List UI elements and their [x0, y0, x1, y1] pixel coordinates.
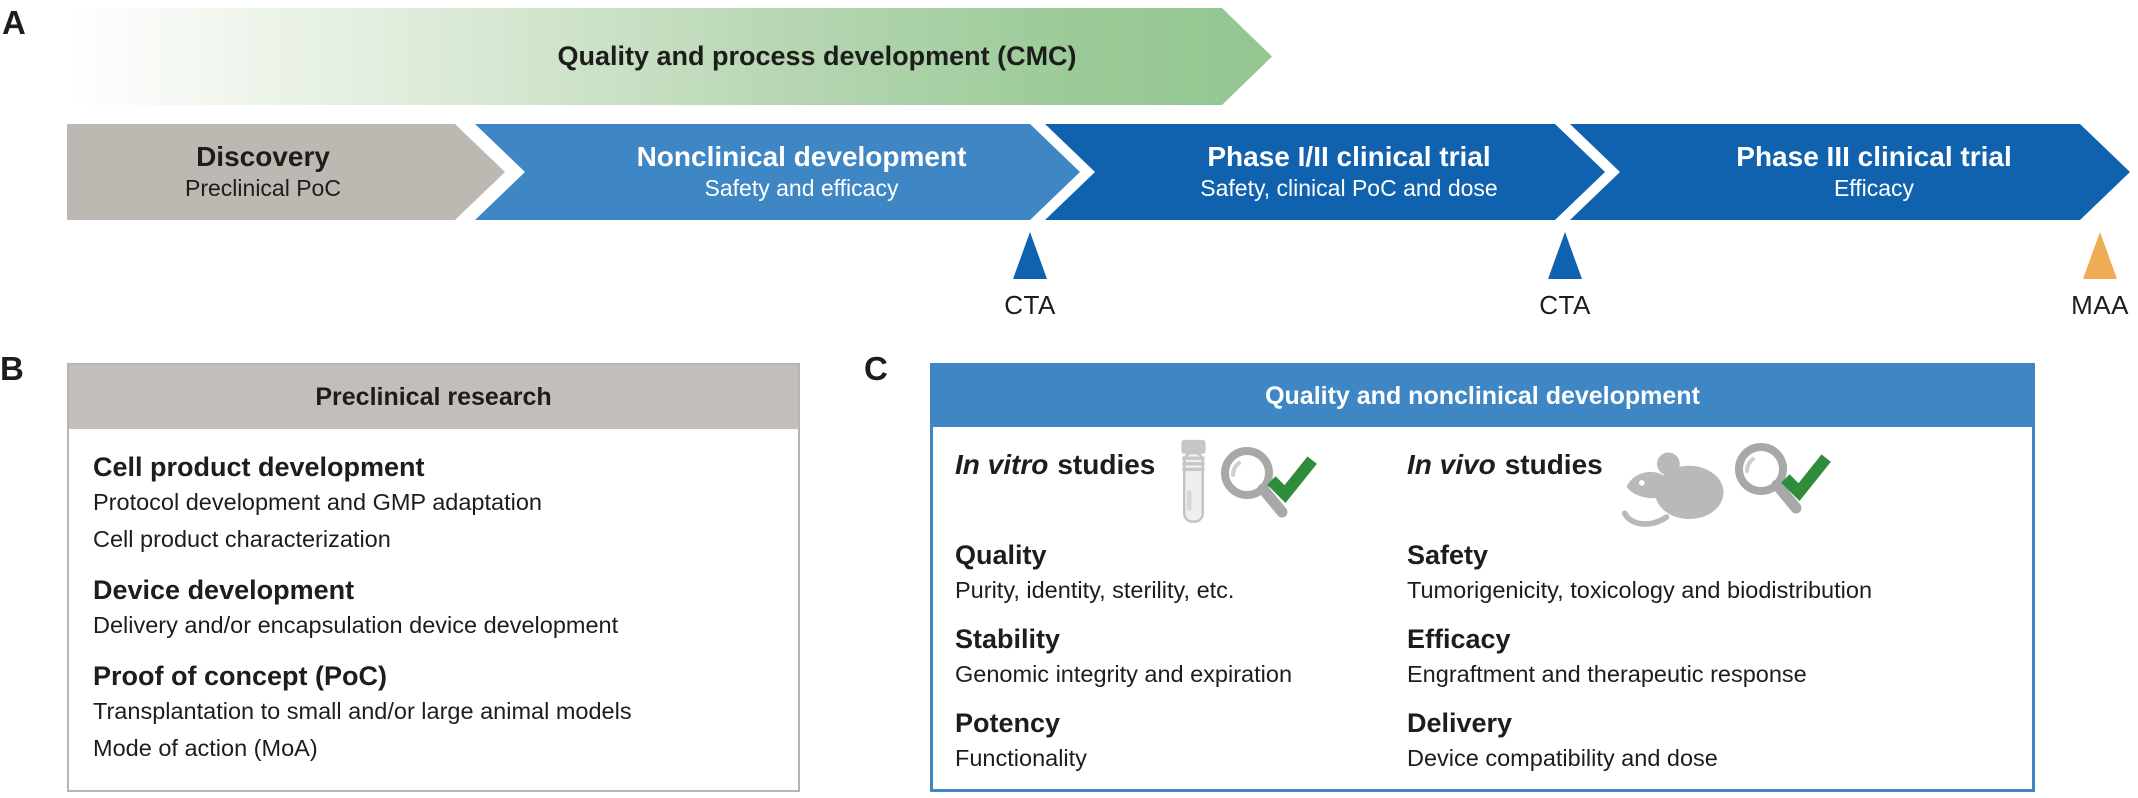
study-desc: Tumorigenicity, toxicology and biodistri… [1407, 577, 1873, 603]
section-term: Cell product development [93, 452, 425, 482]
study-term: Safety [1407, 540, 1489, 570]
milestone-triangle-icon [1547, 232, 1582, 279]
stage-title: Nonclinical development [636, 141, 967, 173]
in-vitro-heading: In vitro studies [955, 439, 1407, 525]
quality-nonclinical-development-header: Quality and nonclinical development [933, 366, 2032, 427]
in-vivo-icons [1621, 443, 1831, 527]
in-vivo-heading-rest: studies [1504, 449, 1603, 480]
cmc-banner-label: Quality and process development (CMC) [557, 41, 1077, 71]
section-line: Transplantation to small and/or large an… [93, 698, 632, 724]
quality-nonclinical-development-body: In vitro studies [933, 427, 2032, 777]
stage-subtitle: Efficacy [1833, 174, 1915, 201]
study-term: Quality [955, 540, 1047, 570]
study-desc: Engraftment and therapeutic response [1407, 661, 1807, 687]
panel-a-label: A [2, 4, 26, 41]
in-vivo-heading-italic: In vivo [1407, 449, 1496, 480]
stage-subtitle: Safety and efficacy [704, 174, 899, 201]
section-line: Protocol development and GMP adaptation [93, 489, 542, 515]
milestone-triangle-icon [2083, 232, 2117, 279]
panel-c-label: C [864, 350, 888, 387]
cmc-banner-arrow: Quality and process development (CMC) [67, 8, 1272, 105]
milestone-maa: MAA [2071, 232, 2129, 321]
study-term: Delivery [1407, 708, 1513, 738]
check-icon [1267, 456, 1318, 504]
stage-title: Phase I/II clinical trial [1207, 141, 1491, 173]
milestone-triangle-icon [1012, 232, 1047, 279]
vial-icon [1181, 439, 1206, 523]
milestone-label: CTA [1539, 290, 1591, 320]
quality-nonclinical-development-box: Quality and nonclinical development In v… [930, 363, 2035, 792]
mouse-icon [1621, 452, 1724, 527]
stage-phase-1-2-clinical-trial: Phase I/II clinical trial Safety, clinic… [1045, 124, 1605, 220]
milestone-cta-1: CTA [1004, 232, 1056, 321]
study-desc: Genomic integrity and expiration [955, 661, 1293, 687]
stage-discovery: Discovery Preclinical PoC [67, 124, 505, 220]
magnifier-icon [1221, 447, 1288, 518]
in-vivo-column: In vivo studies [1407, 439, 2018, 777]
study-term: Stability [955, 624, 1061, 654]
stage-title: Discovery [196, 141, 330, 173]
in-vitro-heading-italic: In vitro [955, 449, 1049, 480]
preclinical-research-body: Cell product development Protocol develo… [69, 429, 798, 767]
in-vitro-heading-rest: studies [1057, 449, 1156, 480]
preclinical-research-box: Preclinical research Cell product develo… [67, 363, 800, 792]
stage-subtitle: Preclinical PoC [185, 174, 341, 201]
study-term: Potency [955, 708, 1061, 738]
section-line: Mode of action (MoA) [93, 735, 318, 761]
in-vitro-icons [1181, 439, 1318, 523]
study-desc: Purity, identity, sterility, etc. [955, 577, 1235, 603]
in-vitro-column: In vitro studies [955, 439, 1407, 777]
section-line: Cell product characterization [93, 526, 391, 552]
in-vivo-heading: In vivo studies [1407, 439, 2018, 527]
preclinical-research-header: Preclinical research [69, 365, 798, 429]
stage-subtitle: Safety, clinical PoC and dose [1200, 174, 1498, 201]
stage-title: Phase III clinical trial [1736, 141, 2012, 173]
milestone-cta-2: CTA [1539, 232, 1591, 321]
check-icon [1780, 454, 1831, 502]
stage-phase-3-clinical-trial: Phase III clinical trial Efficacy [1570, 124, 2130, 220]
section-term: Proof of concept (PoC) [93, 661, 387, 691]
study-desc: Functionality [955, 745, 1087, 771]
section-term: Device development [93, 575, 355, 605]
stage-nonclinical-development: Nonclinical development Safety and effic… [475, 124, 1080, 220]
panel-b-label: B [0, 350, 24, 387]
milestone-label: MAA [2071, 290, 2129, 320]
magnifier-icon [1734, 443, 1802, 514]
milestone-label: CTA [1004, 290, 1056, 320]
section-line: Delivery and/or encapsulation device dev… [93, 612, 619, 638]
study-desc: Device compatibility and dose [1407, 745, 1718, 771]
study-term: Efficacy [1407, 624, 1511, 654]
